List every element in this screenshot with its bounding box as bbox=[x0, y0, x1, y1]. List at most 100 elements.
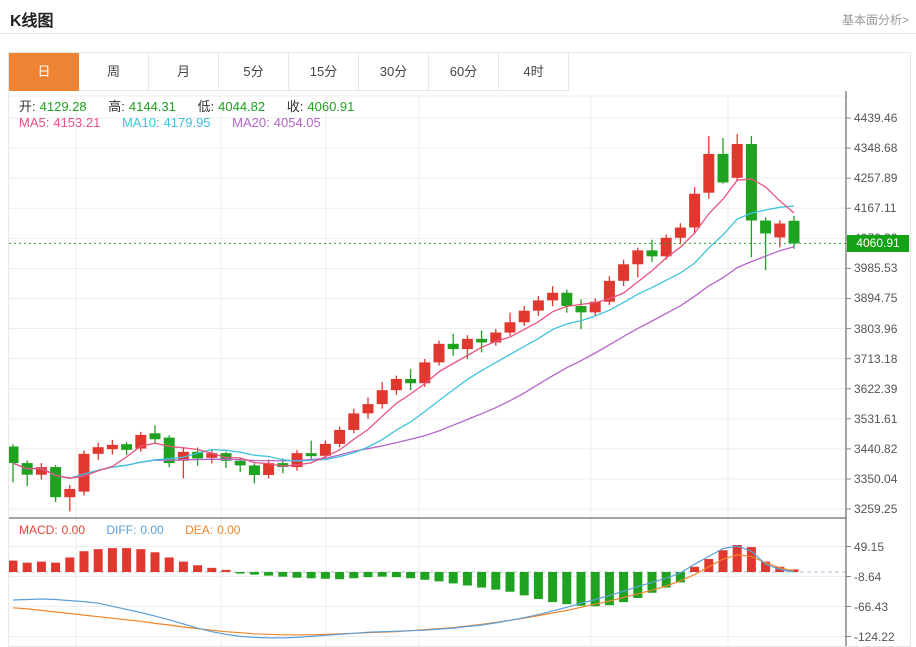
tab-15min[interactable]: 15分 bbox=[289, 53, 359, 91]
tab-30min[interactable]: 30分 bbox=[359, 53, 429, 91]
candle bbox=[731, 143, 743, 178]
candle bbox=[774, 223, 786, 238]
candle bbox=[561, 292, 573, 307]
macd-bar bbox=[746, 547, 756, 572]
candle bbox=[447, 343, 459, 350]
macd-bar bbox=[661, 572, 671, 588]
macd-bar bbox=[377, 572, 387, 577]
tab-day[interactable]: 日 bbox=[9, 53, 79, 91]
candle bbox=[334, 429, 346, 444]
macd-bar bbox=[22, 562, 32, 572]
y-tick-label: 4257.89 bbox=[854, 171, 898, 185]
macd-bar bbox=[505, 572, 515, 592]
candle bbox=[518, 310, 530, 323]
candle bbox=[177, 451, 189, 461]
macd-bar bbox=[65, 557, 75, 572]
close-label: 收: bbox=[286, 99, 304, 114]
close-value: 4060.91 bbox=[307, 99, 355, 114]
candle bbox=[277, 463, 289, 468]
candle bbox=[390, 378, 402, 391]
macd-bar bbox=[9, 560, 18, 572]
tab-60min[interactable]: 60分 bbox=[429, 53, 499, 91]
y-tick-label: 4439.46 bbox=[854, 111, 898, 125]
macd-bar bbox=[761, 561, 771, 572]
candle bbox=[717, 153, 729, 183]
y-tick-label: 3985.53 bbox=[854, 261, 898, 275]
macd-bar bbox=[79, 551, 89, 572]
dea-value: 0.00 bbox=[217, 523, 241, 537]
y-tick-label: 3894.75 bbox=[854, 291, 898, 305]
macd-bar bbox=[434, 572, 444, 582]
open-value: 4129.28 bbox=[39, 99, 87, 114]
macd-bar bbox=[193, 565, 203, 572]
candle bbox=[618, 264, 630, 281]
candle bbox=[689, 193, 701, 228]
macd-bar bbox=[406, 572, 416, 579]
ma20-label: MA20: bbox=[232, 115, 270, 130]
ma20-value: 4054.05 bbox=[273, 115, 321, 130]
candle bbox=[461, 338, 473, 350]
macd-bar bbox=[732, 545, 742, 572]
page-title: K线图 bbox=[10, 13, 54, 30]
y-tick-label: 3713.18 bbox=[854, 352, 898, 366]
macd-bar bbox=[136, 549, 146, 572]
macd-bar bbox=[249, 572, 259, 575]
kline-chart-canvas[interactable] bbox=[9, 91, 910, 646]
macd-y-tick-label: 49.15 bbox=[854, 540, 885, 554]
open-label: 开: bbox=[19, 99, 36, 114]
high-label: 高: bbox=[108, 99, 125, 114]
fundamental-analysis-link[interactable]: 基本面分析> bbox=[841, 13, 909, 27]
ma10-line bbox=[12, 205, 795, 479]
candle bbox=[547, 292, 559, 301]
candle bbox=[362, 404, 374, 414]
ohlc-info-row: 开: 4129.28 高: 4144.31 低: 4044.82 收: 4060.91 bbox=[19, 96, 372, 115]
macd-bar bbox=[320, 572, 330, 579]
candle bbox=[760, 220, 772, 234]
macd-bar bbox=[278, 572, 288, 577]
low-label: 低: bbox=[197, 99, 215, 114]
candle bbox=[106, 444, 118, 450]
chart-container: 日周月 5分 15分 30分 60分 4时 开: 4129.28 高: 4144.31 低: 4… bbox=[8, 52, 911, 647]
tab-4hour[interactable]: 4时 bbox=[499, 53, 569, 91]
candle bbox=[135, 434, 147, 449]
macd-bar bbox=[335, 572, 345, 580]
macd-bar bbox=[718, 550, 728, 572]
y-tick-label: 3350.04 bbox=[854, 472, 898, 486]
candle bbox=[632, 250, 644, 265]
macd-bar bbox=[491, 572, 501, 590]
candle bbox=[149, 433, 161, 440]
candle bbox=[50, 467, 62, 498]
macd-bar bbox=[576, 572, 586, 606]
macd-y-tick-label: -124.22 bbox=[854, 630, 895, 644]
y-tick-label: 3803.96 bbox=[854, 322, 898, 336]
tab-month[interactable]: 月 bbox=[149, 53, 219, 91]
macd-bar bbox=[150, 552, 160, 572]
macd-bar bbox=[363, 572, 373, 578]
macd-bar bbox=[164, 557, 174, 572]
candle bbox=[192, 451, 204, 459]
macd-bar bbox=[178, 561, 188, 572]
candle bbox=[163, 437, 175, 464]
macd-bar bbox=[391, 572, 401, 578]
macd-bar bbox=[36, 561, 46, 572]
candle bbox=[433, 343, 445, 363]
candle bbox=[263, 463, 275, 476]
y-tick-label: 3259.25 bbox=[854, 502, 898, 516]
macd-bar bbox=[675, 572, 685, 583]
candle bbox=[703, 153, 715, 193]
macd-bar bbox=[93, 549, 103, 572]
candle bbox=[405, 378, 417, 384]
candle bbox=[92, 447, 104, 454]
candle bbox=[248, 465, 260, 476]
tab-5min[interactable]: 5分 bbox=[219, 53, 289, 91]
tab-strip: 日周月 5分 15分 30分 60分 4时 bbox=[9, 53, 569, 91]
macd-y-tick-label: -8.64 bbox=[854, 570, 882, 584]
macd-bar bbox=[221, 569, 231, 572]
y-tick-label: 4167.11 bbox=[854, 201, 897, 215]
candle bbox=[64, 488, 76, 498]
macd-bar bbox=[51, 562, 61, 572]
tab-week[interactable]: 周 bbox=[79, 53, 149, 91]
candle bbox=[376, 390, 388, 405]
candle bbox=[745, 143, 757, 221]
